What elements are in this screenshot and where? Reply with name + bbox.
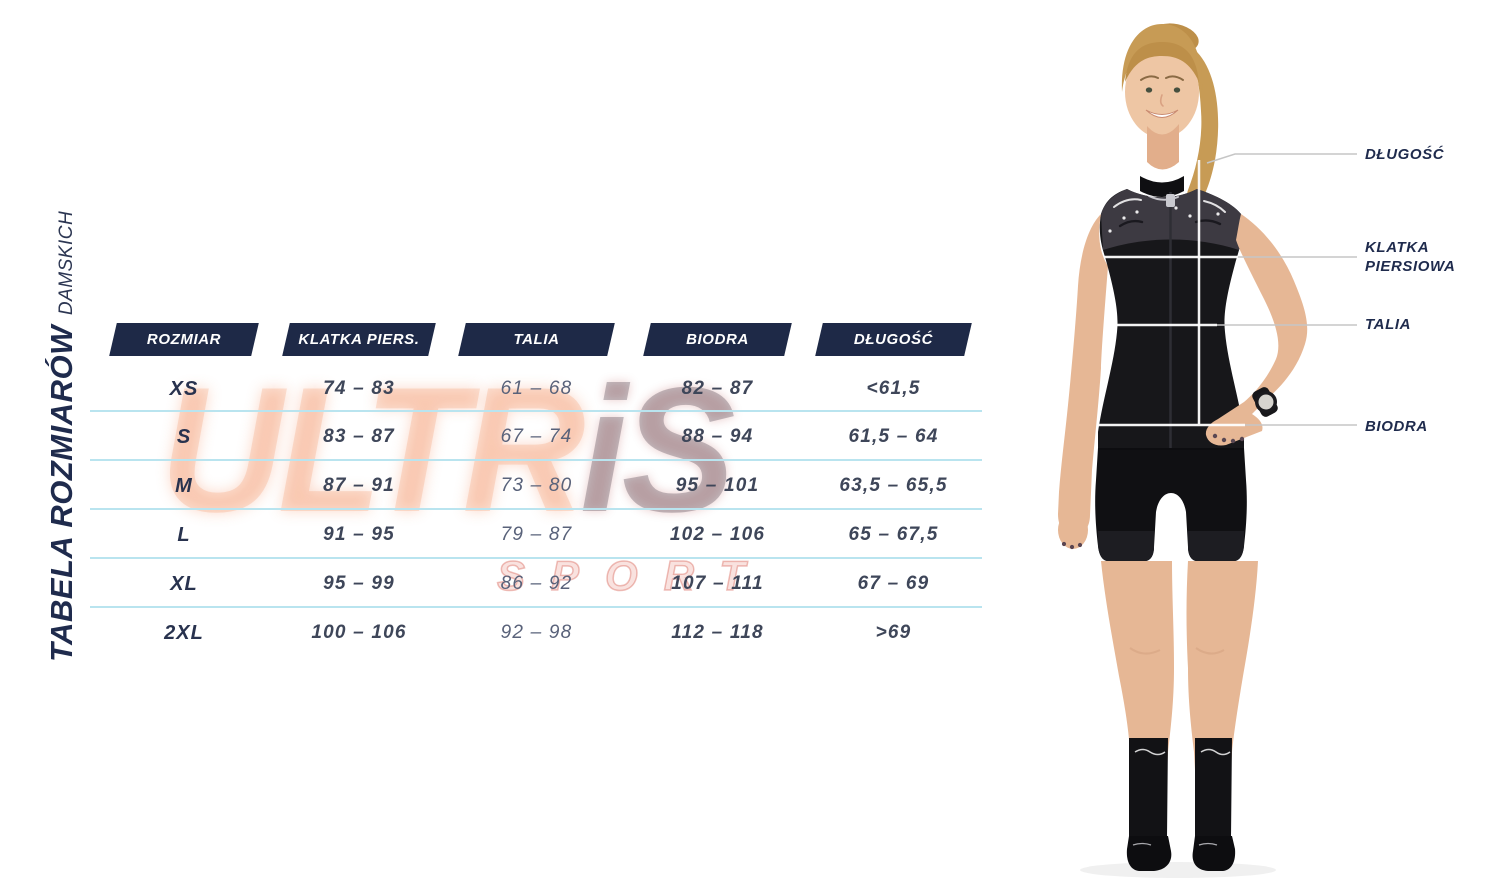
hips-value: 95 – 101 [675, 475, 760, 496]
column-header-size: ROZMIAR [113, 323, 255, 356]
length-value: 67 – 69 [857, 573, 930, 594]
chest-value: 74 – 83 [323, 378, 395, 399]
page-title-sub: DAMSKICH [56, 210, 77, 316]
waist-value: 79 – 87 [500, 524, 573, 545]
column-header-waist: TALIA [462, 323, 611, 356]
measure-label-chest-line1: KLATKA [1365, 239, 1430, 256]
measure-label-chest: KLATKA PIERSIOWA [1365, 238, 1455, 276]
waist-value: 61 – 68 [500, 378, 573, 399]
length-value: <61,5 [866, 378, 921, 399]
model-photo [1058, 23, 1357, 878]
column-header-chest: KLATKA PIERS. [286, 323, 432, 356]
size-value: L [177, 524, 191, 546]
length-guide-line [1206, 153, 1357, 164]
measure-label-waist: TALIA [1365, 316, 1412, 333]
chest-value: 100 – 106 [311, 622, 407, 643]
hips-value: 88 – 94 [681, 426, 754, 447]
length-value: 63,5 – 65,5 [839, 475, 948, 496]
size-value: S [176, 426, 192, 448]
chest-value: 91 – 95 [323, 524, 395, 545]
chest-value: 87 – 91 [323, 475, 395, 496]
row-divider [90, 606, 982, 608]
hips-value: 107 – 111 [671, 573, 764, 594]
measure-label-hips: BIODRA [1365, 418, 1428, 435]
length-value: 61,5 – 64 [848, 426, 939, 447]
length-value: >69 [875, 622, 912, 643]
hips-value: 82 – 87 [681, 378, 754, 399]
row-divider [90, 508, 982, 510]
column-header-hips: BIODRA [647, 323, 788, 356]
hips-value: 102 – 106 [669, 524, 766, 545]
waist-value: 86 – 92 [500, 573, 573, 594]
row-divider [90, 410, 982, 412]
column-header-length: DŁUGOŚĆ [819, 323, 968, 356]
row-divider [90, 459, 982, 461]
size-value: XS [169, 378, 199, 400]
waist-value: 67 – 74 [500, 426, 573, 447]
waist-value: 92 – 98 [500, 622, 573, 643]
hips-value: 112 – 118 [671, 622, 764, 643]
size-value: 2XL [164, 622, 204, 644]
size-value: XL [170, 573, 198, 595]
length-value: 65 – 67,5 [848, 524, 939, 545]
page-title-main: TABELA ROZMIARÓW [44, 325, 79, 662]
measure-label-chest-line2: PIERSIOWA [1365, 258, 1456, 275]
chest-value: 83 – 87 [323, 426, 395, 447]
row-divider [90, 557, 982, 559]
size-value: M [175, 475, 193, 497]
measure-label-length: DŁUGOŚĆ [1365, 146, 1445, 163]
chest-value: 95 – 99 [323, 573, 395, 594]
waist-value: 73 – 80 [500, 475, 573, 496]
